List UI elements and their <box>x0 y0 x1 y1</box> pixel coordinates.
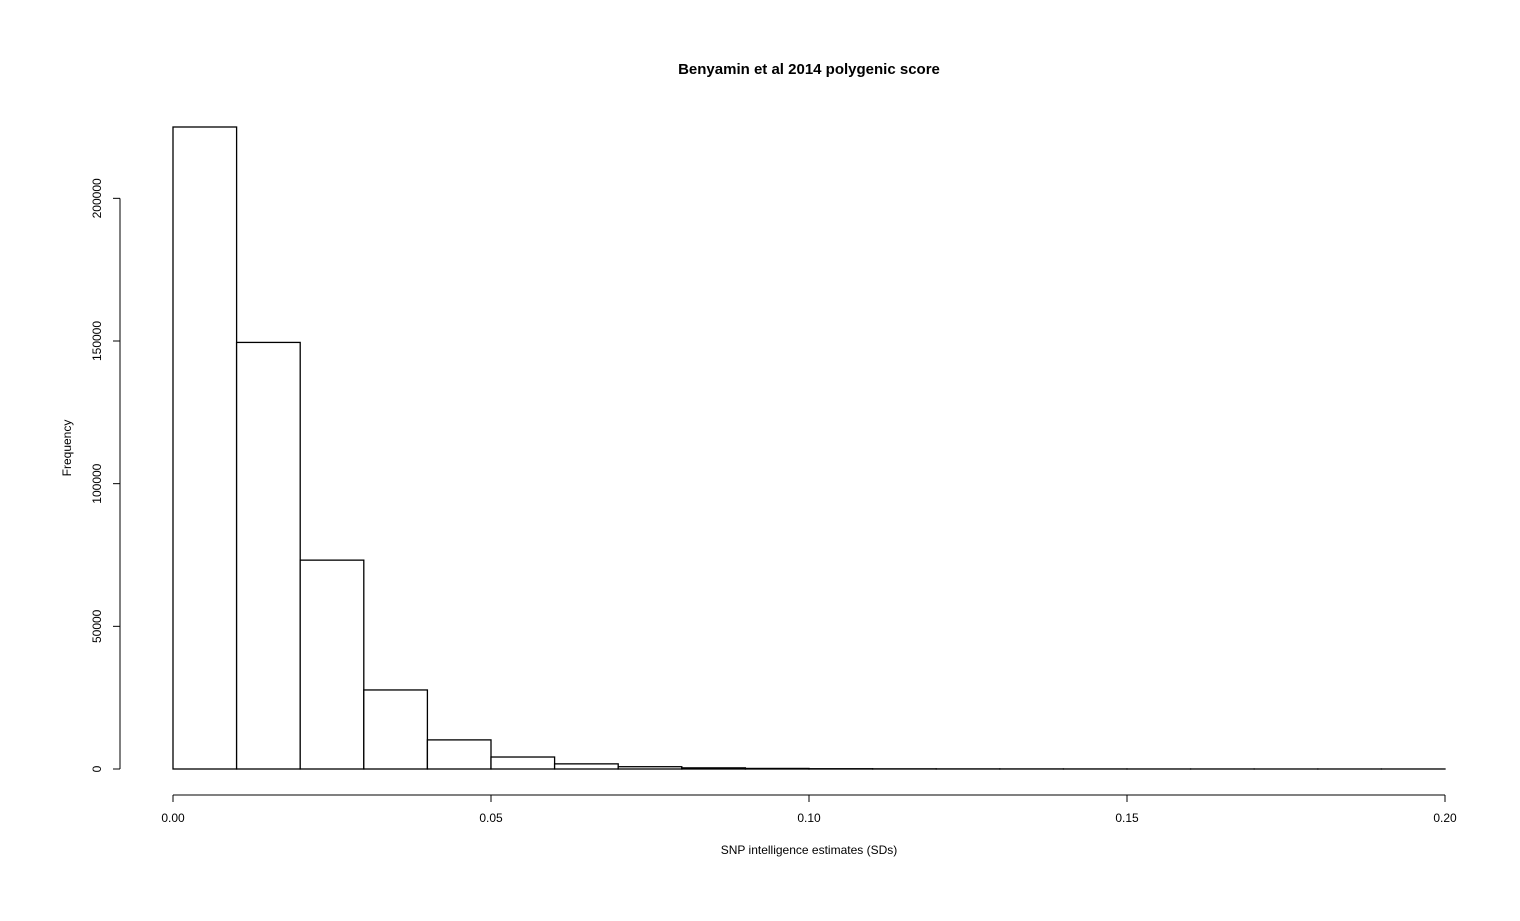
y-tick-label: 150000 <box>90 321 104 361</box>
histogram-bar <box>553 763 619 770</box>
histogram-bar <box>235 341 301 770</box>
y-tick-label: 200000 <box>90 178 104 218</box>
histogram-bar <box>172 126 238 770</box>
histogram-bar <box>681 767 747 770</box>
x-tick-label: 0.15 <box>1115 811 1139 825</box>
x-tick-label: 0.20 <box>1433 811 1457 825</box>
y-tick-label: 100000 <box>90 463 104 503</box>
y-tick-label: 0 <box>90 765 104 772</box>
histogram-bar <box>744 767 810 770</box>
y-tick-label: 50000 <box>90 609 104 643</box>
histogram-bar <box>299 559 365 770</box>
x-axis-label: SNP intelligence estimates (SDs) <box>721 843 898 857</box>
histogram-bar <box>363 689 429 770</box>
histogram-bar <box>490 756 556 770</box>
x-tick-label: 0.00 <box>161 811 185 825</box>
histogram-bar <box>617 766 683 770</box>
chart-title: Benyamin et al 2014 polygenic score <box>678 61 940 78</box>
x-tick-label: 0.10 <box>797 811 821 825</box>
x-tick-label: 0.05 <box>479 811 503 825</box>
histogram-bar <box>426 739 492 770</box>
y-axis-label: Frequency <box>60 420 74 477</box>
